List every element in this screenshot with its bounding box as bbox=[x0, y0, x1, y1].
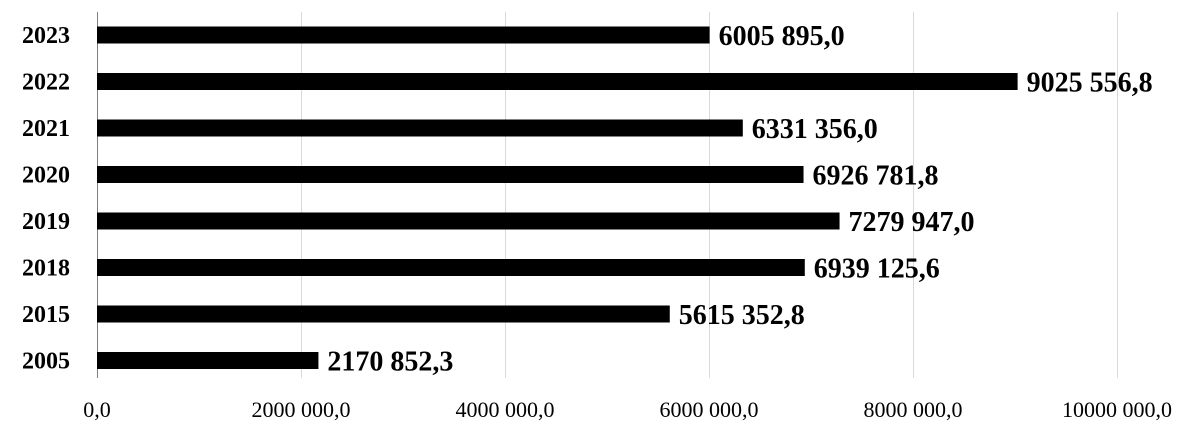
x-tick-label-5: 10000 000,0 bbox=[1062, 397, 1172, 422]
category-label-2018: 2018 bbox=[22, 256, 70, 282]
category-label-2022: 2022 bbox=[22, 70, 70, 96]
x-tick-label-4: 8000 000,0 bbox=[864, 397, 963, 422]
data-label-2020: 6926 781,8 bbox=[813, 161, 939, 192]
data-label-2021: 6331 356,0 bbox=[752, 114, 878, 145]
category-labels: 2023 2022 2021 2020 2019 2018 2015 2005 bbox=[22, 23, 70, 375]
category-label-2021: 2021 bbox=[22, 116, 70, 142]
x-tick-label-3: 6000 000,0 bbox=[660, 397, 759, 422]
x-tick-label-0: 0,0 bbox=[83, 397, 111, 422]
data-label-2022: 9025 556,8 bbox=[1027, 68, 1153, 99]
x-tick-label-1: 2000 000,0 bbox=[252, 397, 351, 422]
category-label-2023: 2023 bbox=[22, 23, 70, 49]
category-label-2020: 2020 bbox=[22, 163, 70, 189]
gridlines bbox=[97, 12, 1118, 378]
data-label-2018: 6939 125,6 bbox=[814, 254, 940, 285]
bar-2020 bbox=[97, 166, 804, 183]
bar-2021 bbox=[97, 119, 743, 137]
x-tick-label-2: 4000 000,0 bbox=[456, 397, 555, 422]
bar-2015 bbox=[97, 305, 670, 323]
category-label-2019: 2019 bbox=[22, 209, 70, 235]
bars bbox=[97, 26, 1018, 369]
bar-2005 bbox=[97, 352, 319, 369]
bar-2023 bbox=[97, 26, 710, 44]
category-label-2015: 2015 bbox=[22, 302, 70, 328]
bar-2022 bbox=[97, 73, 1018, 90]
data-label-2015: 5615 352,8 bbox=[679, 300, 805, 331]
data-labels: 6005 895,0 9025 556,8 6331 356,0 6926 781,8… bbox=[327, 21, 1152, 378]
data-label-2023: 6005 895,0 bbox=[719, 21, 845, 52]
data-label-2005: 2170 852,3 bbox=[327, 347, 453, 378]
bar-2019 bbox=[97, 212, 840, 230]
category-label-2005: 2005 bbox=[22, 349, 70, 375]
bar-2018 bbox=[97, 259, 805, 276]
x-axis-tick-labels: 0,0 2000 000,0 4000 000,0 6000 000,0 8000 00… bbox=[83, 397, 1172, 422]
data-label-2019: 7279 947,0 bbox=[849, 207, 975, 238]
